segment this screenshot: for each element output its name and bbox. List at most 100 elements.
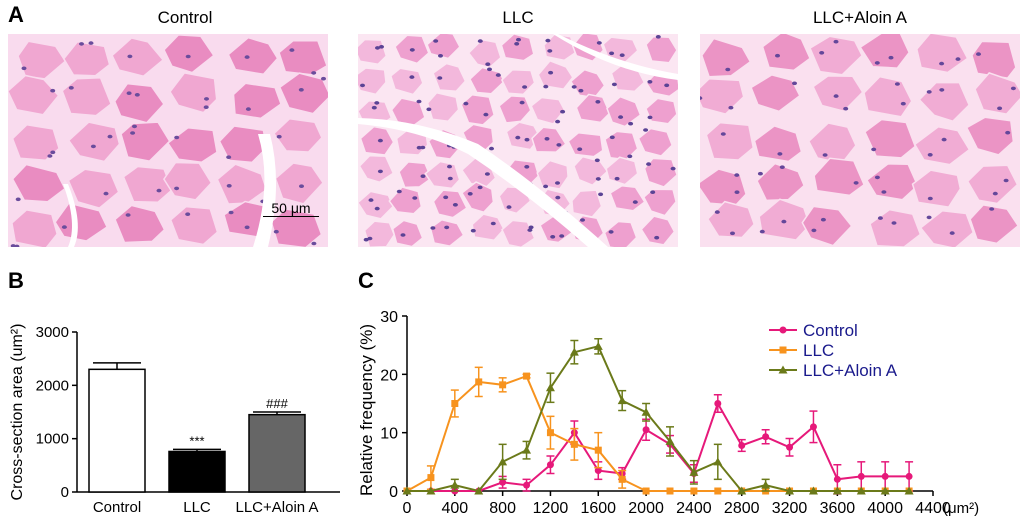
marker-point [451, 400, 459, 407]
nucleus [939, 88, 945, 92]
nucleus [527, 228, 533, 232]
marker-point [474, 486, 484, 495]
nucleus [516, 37, 521, 42]
marker-point [786, 443, 794, 451]
muscle-fiber [122, 165, 173, 204]
nucleus [467, 192, 473, 196]
significance-mark: *** [189, 433, 204, 448]
nucleus [997, 106, 1003, 111]
muscle-fiber [501, 219, 536, 247]
nucleus [416, 99, 422, 104]
y-tick-label: 1000 [36, 431, 69, 448]
muscle-fiber [706, 200, 756, 239]
nucleus [375, 46, 380, 50]
series-line-control [407, 401, 910, 492]
nucleus [203, 105, 209, 109]
nucleus [430, 226, 436, 230]
tissue-gap [358, 118, 608, 247]
nucleus [877, 216, 883, 220]
tissue-background [700, 34, 1020, 247]
x-tick-label: 400 [441, 500, 468, 517]
series-line-llc-aloin-a [407, 345, 910, 493]
muscle-fiber [809, 35, 864, 76]
muscle-fiber [609, 184, 646, 212]
x-tick-label: 3600 [820, 500, 856, 517]
nucleus [989, 207, 995, 211]
marker-point [523, 481, 531, 489]
nucleus [775, 53, 780, 58]
nucleus [185, 54, 191, 59]
nucleus [728, 105, 734, 110]
marker-point [593, 341, 603, 350]
marker-point [642, 426, 650, 434]
nucleus [477, 185, 483, 190]
marker-point [832, 486, 842, 495]
nucleus [409, 75, 415, 79]
nucleus [50, 150, 56, 155]
nucleus [571, 85, 577, 89]
y-tick-label: 2000 [36, 377, 69, 394]
marker-point [714, 400, 722, 407]
muscle-fiber [753, 125, 803, 163]
muscle-fiber [358, 38, 388, 66]
nucleus [204, 97, 209, 101]
nucleus [506, 205, 512, 209]
muscle-fiber [974, 72, 1020, 115]
tissue-gap [553, 34, 678, 80]
muscle-fiber [919, 210, 975, 247]
muscle-fiber [642, 188, 677, 217]
nucleus [484, 172, 490, 176]
muscle-fiber [432, 62, 467, 93]
marker-point [450, 480, 460, 489]
nucleus [367, 236, 373, 241]
marker-point [523, 372, 531, 380]
muscle-fiber [911, 169, 962, 208]
nucleus [734, 190, 740, 194]
nucleus [611, 82, 617, 87]
nucleus [495, 73, 501, 77]
nucleus [10, 244, 16, 247]
muscle-fiber [389, 67, 424, 96]
nucleus [127, 54, 133, 59]
marker-point [641, 407, 651, 416]
x-tick-label: 0 [403, 500, 412, 517]
nucleus [426, 107, 432, 112]
x-tick-label: 4000 [867, 500, 903, 517]
nucleus [759, 229, 765, 234]
marker-point [785, 486, 795, 495]
muscle-fiber [363, 220, 396, 247]
x-axis-unit: (μm²) [943, 500, 979, 517]
nucleus [888, 55, 894, 60]
marker-point [594, 467, 602, 475]
muscle-fiber [278, 39, 328, 76]
nucleus [555, 195, 561, 200]
muscle-fiber [471, 213, 505, 242]
nucleus [822, 153, 828, 157]
muscle-fiber [54, 202, 109, 242]
muscle-fiber [11, 209, 59, 247]
muscle-fiber [169, 72, 218, 114]
nucleus [130, 131, 136, 135]
nucleus [820, 217, 826, 222]
nucleus [608, 230, 614, 234]
nucleus [515, 135, 521, 140]
nucleus [819, 51, 825, 55]
marker-point [666, 487, 674, 495]
nucleus [595, 100, 601, 104]
nucleus [777, 152, 783, 156]
muscle-fiber [859, 34, 911, 69]
nucleus [107, 134, 113, 139]
nucleus [670, 166, 676, 171]
nucleus [843, 106, 849, 111]
muscle-fiber [700, 78, 745, 115]
marker-point [880, 486, 890, 495]
muscle-fiber [705, 121, 755, 161]
y-axis-label: Relative frequency (%) [357, 324, 376, 496]
nucleus [289, 48, 295, 52]
nucleus [489, 146, 494, 151]
muscle-fiber [67, 168, 120, 209]
nucleus [273, 229, 279, 234]
nucleus [396, 189, 402, 194]
nucleus [134, 93, 140, 97]
